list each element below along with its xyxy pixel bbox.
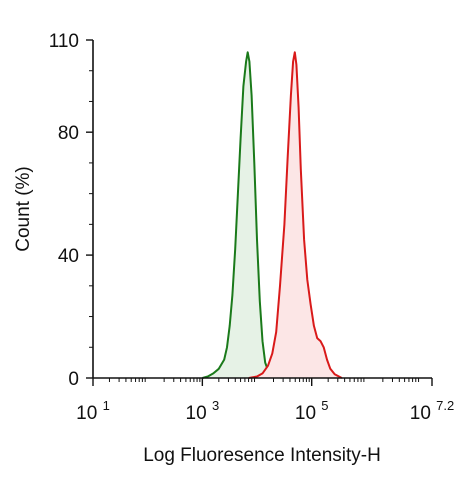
x-tick-label: 10 1 (76, 398, 110, 424)
series-1-area (202, 52, 282, 379)
y-tick-label: 40 (58, 246, 79, 267)
series-2-area (248, 52, 342, 379)
ticks-layer: 0 40 80 110 10 1 10 3 10 5 10 7.2 (49, 31, 455, 424)
x-axis-title: Log Fluoresence Intensity-H (143, 445, 381, 466)
series-2-line (248, 51, 343, 379)
y-tick-label: 0 (68, 369, 79, 390)
y-axis-title: Count (%) (13, 166, 34, 252)
x-tick-label: 10 5 (295, 398, 329, 424)
x-tick-label: 10 7.2 (410, 398, 455, 424)
x-tick-label: 10 3 (186, 398, 220, 424)
y-tick-label: 80 (58, 123, 79, 144)
axes-layer (92, 40, 432, 379)
labels-layer: Log Fluoresence Intensity-H Count (%) (13, 166, 381, 466)
y-tick-label: 110 (49, 31, 79, 52)
series-layer (202, 51, 343, 379)
series-1-line (202, 51, 282, 379)
